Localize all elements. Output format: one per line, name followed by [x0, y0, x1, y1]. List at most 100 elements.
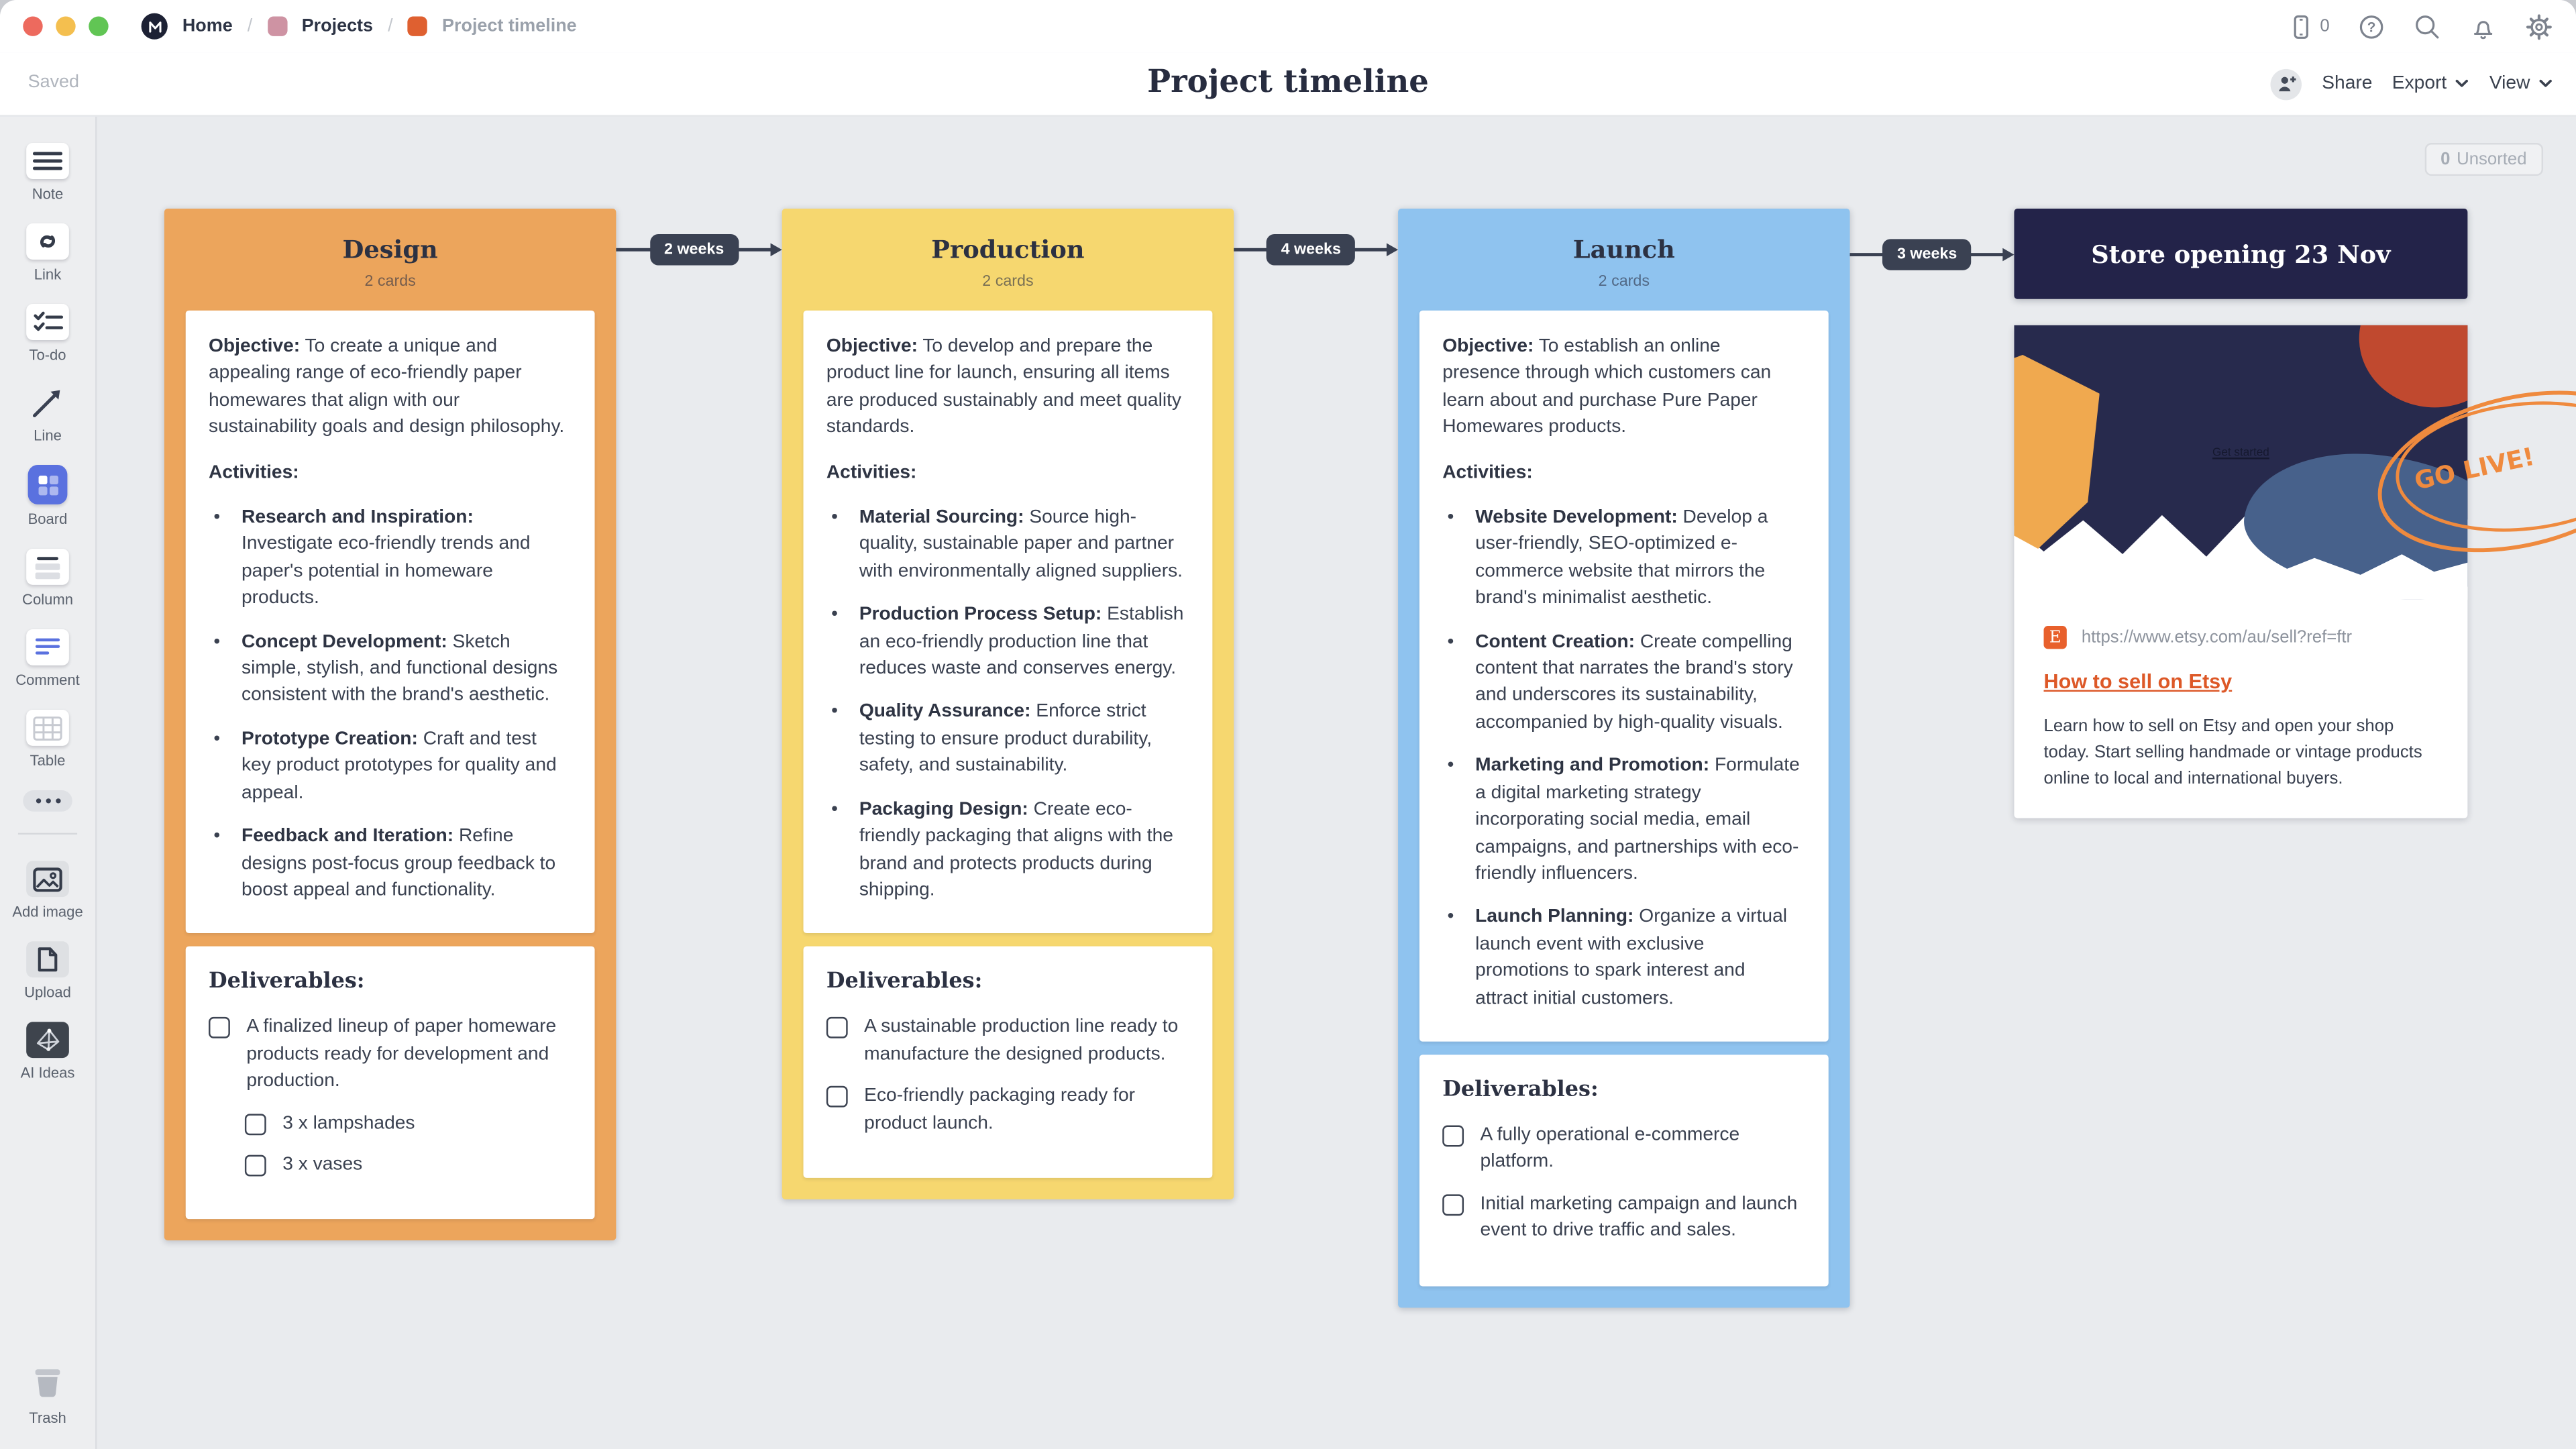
column-production[interactable]: Production 2 cards Objective: To develop a… — [782, 209, 1234, 1199]
todo-item: A fully operational e-commerce platform. — [1442, 1122, 1802, 1176]
column-cards: Objective: To establish an online presen… — [1398, 310, 1849, 1307]
todo-label: A fully operational e-commerce platform. — [1480, 1125, 1740, 1172]
notifications-icon[interactable] — [2469, 12, 2498, 40]
breadcrumb-projects[interactable]: Projects — [301, 16, 374, 36]
deliverables-card-launch[interactable]: Deliverables: A fully operational e-comme… — [1419, 1055, 1829, 1286]
todo-checkbox[interactable] — [826, 1086, 848, 1108]
activity-text: Packaging Design: Create eco-friendly pa… — [859, 799, 1173, 900]
todo-checkbox[interactable] — [209, 1017, 230, 1039]
column-launch[interactable]: Launch 2 cards Objective: To establish an … — [1398, 209, 1850, 1307]
activity-text: Prototype Creation: Craft and test key p… — [241, 729, 557, 803]
activity-item: • Quality Assurance: Enforce strict testi… — [826, 699, 1186, 780]
sidebar-item-todo[interactable]: To-do — [0, 304, 95, 363]
activity-item: • Packaging Design: Create eco-friendly p… — [826, 796, 1186, 904]
todo-label: A finalized lineup of paper homeware pro… — [246, 1017, 557, 1091]
bullet-dot: • — [1447, 632, 1454, 652]
activity-label: Content Creation: — [1475, 632, 1635, 652]
note-card-launch[interactable]: Objective: To establish an online presen… — [1419, 310, 1829, 1042]
column-header-launch[interactable]: Launch 2 cards — [1398, 209, 1849, 311]
sidebar-item-column[interactable]: Column — [0, 548, 95, 608]
todo-checkbox[interactable] — [244, 1155, 266, 1177]
sidebar-item-ai-ideas[interactable]: AI Ideas — [0, 1022, 95, 1081]
breadcrumb-separator: / — [247, 16, 253, 36]
sidebar-item-board[interactable]: Board — [0, 465, 95, 527]
sidebar-item-line[interactable]: Line — [0, 384, 95, 443]
column-header-production[interactable]: Production 2 cards — [782, 209, 1234, 311]
export-button[interactable]: Export — [2392, 74, 2470, 94]
column-title: Design — [342, 235, 438, 265]
devices-indicator[interactable]: 0 — [2287, 12, 2330, 40]
connector-label[interactable]: 2 weeks — [649, 233, 739, 266]
go-live-annotation[interactable]: GO LIVE! — [2361, 381, 2576, 565]
milestone-card[interactable]: Store opening 23 Nov — [2014, 209, 2468, 299]
sidebar-item-label: Comment — [15, 672, 80, 689]
sidebar-item-trash[interactable]: Trash — [0, 1360, 95, 1426]
activity-item: • Feedback and Iteration: Refine designs … — [209, 823, 568, 904]
connector-label[interactable]: 4 weeks — [1266, 233, 1356, 266]
zoom-window-button[interactable] — [89, 16, 109, 36]
sidebar-item-comment[interactable]: Comment — [0, 629, 95, 688]
close-window-button[interactable] — [23, 16, 43, 36]
sidebar-item-link[interactable]: Link — [0, 223, 95, 282]
deliverables-card-production[interactable]: Deliverables: A sustainable production li… — [803, 947, 1213, 1178]
bullet-dot: • — [1447, 756, 1454, 776]
settings-gear-icon[interactable] — [2525, 12, 2553, 40]
sidebar-item-note[interactable]: Note — [0, 143, 95, 202]
column-design[interactable]: Design 2 cards Objective: To create a uniq… — [164, 209, 616, 1241]
sidebar-item-label: Note — [32, 185, 64, 203]
sidebar-item-label: Link — [34, 266, 62, 283]
objective-text: Objective: To develop and prepare the pr… — [826, 337, 1182, 437]
connector-production-launch[interactable]: 4 weeks — [1234, 233, 1399, 266]
bullet-dot: • — [213, 729, 221, 749]
sidebar-item-table[interactable]: Table — [0, 709, 95, 769]
todo-subitem: 3 x lampshades — [244, 1110, 568, 1136]
connector-label[interactable]: 3 weeks — [1882, 239, 1972, 270]
minimize-window-button[interactable] — [56, 16, 76, 36]
hand-drawn-ellipse — [2377, 390, 2576, 553]
trash-icon — [35, 1369, 60, 1397]
activity-text: Material Sourcing: Source high-quality, … — [859, 507, 1183, 582]
view-button[interactable]: View — [2489, 74, 2553, 94]
breadcrumb-home[interactable]: Home — [182, 16, 233, 36]
column-cards: Objective: To develop and prepare the pr… — [782, 310, 1234, 1199]
todo-item: A sustainable production line ready to m… — [826, 1014, 1186, 1068]
table-icon — [26, 709, 69, 746]
add-collaborator-avatar[interactable] — [2271, 68, 2302, 100]
unsorted-label: Unsorted — [2457, 149, 2527, 170]
activity-item: • Marketing and Promotion: Formulate a di… — [1442, 753, 1802, 888]
unsorted-button[interactable]: 0 Unsorted — [2424, 143, 2544, 176]
activities-label-text: Activities: — [1442, 462, 1533, 483]
activity-label: Launch Planning: — [1475, 907, 1634, 927]
etsy-link-card[interactable]: Get started E https://www.etsy.com/au/se… — [2014, 325, 2468, 818]
sidebar-item-add-image[interactable]: Add image — [0, 861, 95, 920]
sidebar-item-more[interactable] — [0, 790, 95, 812]
connector-design-production[interactable]: 2 weeks — [616, 233, 782, 266]
sidebar-item-upload[interactable]: Upload — [0, 941, 95, 1000]
deliverables-card-design[interactable]: Deliverables: A finalized lineup of paper… — [185, 947, 595, 1220]
note-card-production[interactable]: Objective: To develop and prepare the pr… — [803, 310, 1213, 934]
help-icon[interactable]: ? — [2357, 12, 2385, 40]
todo-checkbox[interactable] — [826, 1017, 848, 1039]
activity-text: Quality Assurance: Enforce strict testin… — [859, 702, 1152, 776]
activity-text: Website Development: Develop a user-frie… — [1475, 507, 1768, 608]
column-icon — [26, 548, 69, 585]
todo-checkbox[interactable] — [1442, 1193, 1464, 1216]
note-icon — [26, 143, 69, 179]
todo-checkbox[interactable] — [1442, 1125, 1464, 1147]
note-card-design[interactable]: Objective: To create a unique and appeal… — [185, 310, 595, 934]
todo-checkbox[interactable] — [244, 1113, 266, 1135]
tools-sidebar: Note Link To-do Line Board Column Comment Table… — [0, 115, 97, 1449]
connector-launch-milestone[interactable]: 3 weeks — [1849, 239, 2015, 270]
device-count: 0 — [2320, 16, 2330, 36]
milanote-logo[interactable] — [141, 13, 168, 40]
share-button[interactable]: Share — [2322, 74, 2372, 93]
column-header-design[interactable]: Design 2 cards — [164, 209, 616, 311]
window-controls — [23, 16, 109, 36]
bullet-dot: • — [831, 702, 839, 722]
link-title[interactable]: How to sell on Etsy — [2043, 670, 2233, 694]
comment-icon — [26, 629, 69, 665]
activity-text: Production Process Setup: Establish an e… — [859, 604, 1184, 679]
todo-label: A sustainable production line ready to m… — [864, 1017, 1179, 1065]
link-description: Learn how to sell on Etsy and open your … — [2043, 716, 2422, 789]
search-icon[interactable] — [2414, 12, 2442, 40]
